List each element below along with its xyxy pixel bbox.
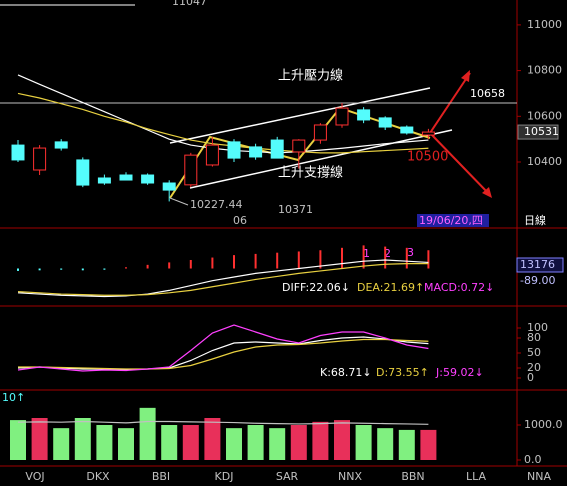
x-label: 06 (233, 214, 247, 227)
last-price-label: 10531 (524, 125, 559, 138)
candle-body (119, 174, 133, 181)
volume-bar (10, 420, 26, 460)
volume-bar (398, 429, 415, 460)
annotation: 10500 (407, 150, 448, 165)
candle-body (33, 147, 47, 171)
annotation: 上升壓力線 (278, 68, 343, 84)
tab[interactable]: BBI (152, 470, 170, 483)
y-tick-label: 20 (527, 361, 541, 374)
candle-body (76, 159, 90, 186)
candle-body (97, 177, 111, 184)
volume-bar (334, 420, 350, 460)
volume-bar (290, 425, 307, 460)
candle-body (421, 131, 435, 136)
volume-bar (355, 425, 372, 460)
tab[interactable]: KDJ (215, 470, 234, 483)
y-tick-label: 11000 (527, 18, 562, 31)
annotation: 10227.44 (190, 198, 243, 211)
y-tick-label: 0.0 (524, 453, 542, 466)
candle-body (249, 146, 263, 158)
candle-body (141, 174, 155, 184)
tab[interactable]: SAR (276, 470, 299, 483)
y-tick-label: 80 (527, 331, 541, 344)
candle-body (357, 109, 371, 121)
bar-label: 3 (407, 246, 414, 259)
tab[interactable]: BBN (401, 470, 424, 483)
bar-label: 2 (384, 247, 391, 260)
candle-body (227, 141, 241, 159)
y-tick-label: 50 (527, 346, 541, 359)
volume-bar (247, 425, 264, 460)
volume-bar (226, 428, 242, 460)
y-tick-label: 10800 (527, 64, 562, 77)
indicator-line (17, 324, 429, 372)
resistance-label: 10658 (470, 87, 505, 100)
date-label: 19/06/20,四 (419, 214, 483, 227)
annotation: 上升支撐線 (278, 165, 343, 181)
legend-item: J:59.02↓ (435, 366, 484, 379)
indicator-line (17, 336, 429, 371)
candle-body (184, 154, 198, 186)
indicator-line (17, 92, 429, 154)
legend-item: DIFF:22.06↓ (282, 281, 350, 294)
high-label: 11047 (172, 0, 207, 8)
volume-bar (312, 421, 329, 460)
y-tick-label: 10600 (527, 109, 562, 122)
candle-body (378, 117, 392, 128)
volume-bar (161, 425, 178, 460)
legend-item: D:73.55↑ (376, 366, 429, 379)
tab[interactable]: LLA (466, 470, 487, 483)
candle-body (11, 144, 25, 161)
date-box (417, 214, 489, 227)
legend-box (280, 280, 438, 294)
tab[interactable]: VOJ (25, 470, 44, 483)
indicator-line (17, 259, 429, 298)
candle-body (54, 141, 68, 149)
period-label: 日線 (524, 213, 546, 227)
indicator-line (18, 338, 429, 370)
y-tick-label: 0 (527, 371, 534, 384)
tab[interactable]: NNX (338, 470, 362, 483)
drawings (169, 70, 492, 206)
bar-label: 1 (363, 247, 370, 260)
side-label: -89.00 (520, 274, 555, 287)
y-tick-label: 100 (527, 321, 548, 334)
candle-body (292, 139, 306, 153)
volume-bar (182, 425, 199, 460)
tab[interactable]: NNA (527, 470, 551, 483)
indicator-line (17, 420, 429, 425)
volume-bar (31, 418, 48, 460)
indicator-line (17, 263, 429, 296)
volume-label: 10↑ (2, 391, 25, 404)
volume-bar (139, 407, 156, 460)
side-label: 13176 (520, 258, 555, 271)
side-box (516, 257, 564, 273)
candle-body (400, 126, 414, 134)
volume-bar (96, 425, 113, 460)
candle-body (205, 144, 219, 166)
volume-bar (420, 429, 437, 460)
frame (0, 0, 567, 467)
candle-body (162, 182, 176, 191)
volume-bar (53, 428, 70, 460)
y-tick-label: 10400 (527, 155, 562, 168)
tab[interactable]: DKX (86, 470, 110, 483)
legend-item: MACD:0.72↓ (424, 281, 494, 294)
volume-bar (118, 428, 134, 460)
volume-bar (74, 418, 91, 460)
legend-item: DEA:21.69↑ (357, 281, 424, 294)
y-tick-label: 1000.0 (524, 418, 563, 431)
candle-body (270, 139, 284, 159)
indicator-line (17, 74, 429, 154)
tabs: VOJ DKX BBI KDJ SAR NNX BBN LLA NNA (25, 470, 551, 483)
annotation: 10371 (278, 203, 313, 216)
volume-bar (377, 428, 394, 460)
candle-body (335, 107, 349, 126)
candle-body (313, 124, 327, 141)
volume-bar (269, 428, 286, 460)
legend-item: K:68.71↓ (320, 366, 372, 379)
last-price-box (517, 124, 559, 140)
volume-bar (204, 418, 221, 460)
